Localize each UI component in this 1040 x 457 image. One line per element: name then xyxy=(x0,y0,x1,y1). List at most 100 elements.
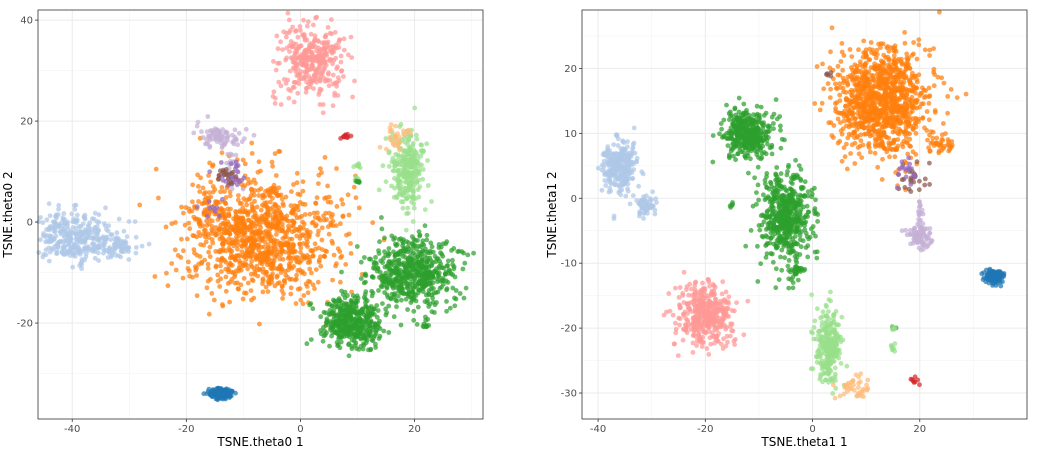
data-point xyxy=(444,308,449,314)
data-point xyxy=(453,288,459,293)
data-point xyxy=(695,304,701,310)
data-point xyxy=(322,78,328,84)
data-point xyxy=(862,62,868,67)
data-point xyxy=(291,255,296,261)
data-point xyxy=(277,280,282,286)
data-point xyxy=(205,266,211,271)
data-point xyxy=(294,62,300,68)
data-point xyxy=(221,207,227,213)
data-point xyxy=(60,244,66,250)
data-point xyxy=(305,23,310,29)
data-point xyxy=(327,78,333,83)
data-point xyxy=(892,154,898,160)
data-point xyxy=(122,239,128,244)
data-point xyxy=(300,201,305,207)
data-point xyxy=(693,279,699,285)
data-point xyxy=(207,136,213,141)
data-point xyxy=(239,201,244,206)
data-point xyxy=(842,154,848,160)
data-point xyxy=(233,166,238,172)
data-point xyxy=(330,212,335,217)
data-point xyxy=(308,31,314,37)
data-point xyxy=(444,239,450,245)
data-point xyxy=(696,290,702,295)
data-point xyxy=(67,253,73,258)
data-point xyxy=(411,308,417,314)
data-point xyxy=(857,101,863,107)
data-point xyxy=(374,261,379,267)
data-point xyxy=(677,316,683,322)
data-point xyxy=(209,218,215,224)
data-point xyxy=(333,304,339,309)
data-point xyxy=(193,267,199,273)
data-point xyxy=(380,301,385,306)
data-point xyxy=(858,138,864,144)
data-point xyxy=(320,110,326,116)
data-point xyxy=(388,281,394,286)
data-point xyxy=(872,61,877,67)
data-point xyxy=(267,199,273,205)
data-point xyxy=(465,252,471,258)
data-point xyxy=(219,185,225,190)
data-point xyxy=(206,249,212,255)
data-point xyxy=(280,201,286,207)
data-point xyxy=(322,253,327,259)
data-point xyxy=(315,232,321,238)
data-point xyxy=(403,180,408,185)
y-tick-label: 20 xyxy=(20,117,33,128)
data-point xyxy=(44,238,50,244)
data-point xyxy=(322,60,327,66)
data-point xyxy=(240,296,246,302)
data-point xyxy=(348,325,354,330)
data-point xyxy=(338,68,344,74)
data-point xyxy=(405,307,410,312)
data-point xyxy=(358,276,364,281)
data-point xyxy=(284,55,289,61)
data-point xyxy=(637,211,643,216)
data-point xyxy=(293,301,299,306)
data-point xyxy=(866,145,872,150)
data-point xyxy=(291,182,296,187)
data-point xyxy=(97,240,103,246)
data-point xyxy=(680,337,686,343)
data-point xyxy=(450,257,455,263)
data-point xyxy=(276,193,282,198)
data-point xyxy=(235,226,241,232)
data-point xyxy=(849,142,855,148)
data-point xyxy=(240,218,246,224)
data-point xyxy=(278,252,283,258)
data-point xyxy=(118,254,124,260)
x-tick-label: 20 xyxy=(408,424,421,435)
data-point xyxy=(341,47,347,53)
data-point xyxy=(913,152,919,157)
data-point xyxy=(245,266,251,272)
data-point xyxy=(304,236,309,242)
data-point xyxy=(424,232,430,238)
data-point xyxy=(319,40,325,46)
data-point xyxy=(104,227,109,232)
data-point xyxy=(38,215,43,220)
data-point xyxy=(303,89,309,95)
data-point xyxy=(387,129,393,135)
data-point xyxy=(235,246,240,252)
data-point xyxy=(638,201,643,207)
data-point xyxy=(82,212,88,218)
data-point xyxy=(348,251,354,256)
data-point xyxy=(243,126,249,132)
data-point xyxy=(307,84,313,90)
data-point xyxy=(263,220,269,226)
data-point xyxy=(424,237,430,243)
data-point xyxy=(418,262,424,268)
data-point xyxy=(615,143,621,148)
data-point xyxy=(840,67,846,73)
data-point xyxy=(101,243,107,249)
data-point xyxy=(715,339,721,344)
data-point xyxy=(207,254,213,259)
data-point xyxy=(286,95,292,101)
data-point xyxy=(407,170,413,176)
data-point xyxy=(327,30,333,36)
data-point xyxy=(826,120,832,126)
data-point xyxy=(841,53,847,58)
x-axis-title: TSNE.theta0 1 xyxy=(216,435,303,449)
data-point xyxy=(328,220,334,226)
